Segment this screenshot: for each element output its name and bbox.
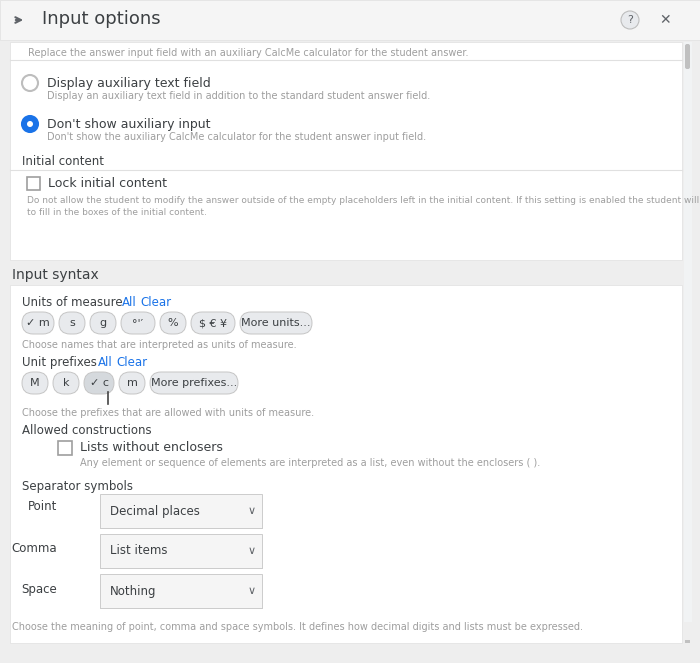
Text: Lock initial content: Lock initial content [48,177,167,190]
Text: °'′: °'′ [132,318,144,328]
Circle shape [22,116,38,132]
Text: All: All [122,296,136,309]
Text: Clear: Clear [140,296,171,309]
Text: Any element or sequence of elements are interpreted as a list, even without the : Any element or sequence of elements are … [80,458,540,468]
Text: Input options: Input options [42,10,160,28]
Bar [10,42,682,260]
Text: Decimal places: Decimal places [110,505,200,518]
Text: M: M [30,378,40,388]
Bar [100,494,262,528]
Circle shape [22,75,38,91]
Text: ?: ? [627,15,633,25]
Text: g: g [99,318,106,328]
Text: More units...: More units... [241,318,311,328]
FancyBboxPatch shape [22,312,54,334]
Circle shape [621,11,639,29]
Bar [27,177,40,190]
Text: Space: Space [21,583,57,595]
Text: m: m [127,378,137,388]
FancyBboxPatch shape [160,312,186,334]
FancyBboxPatch shape [191,312,235,334]
Text: ✕: ✕ [659,13,671,27]
FancyBboxPatch shape [121,312,155,334]
Text: ✓ c: ✓ c [90,378,108,388]
FancyBboxPatch shape [84,372,114,394]
Bar [100,534,262,568]
FancyBboxPatch shape [22,372,48,394]
Text: ∨: ∨ [248,546,256,556]
FancyBboxPatch shape [53,372,79,394]
Text: Choose the meaning of point, comma and space symbols. It defines how decimal dig: Choose the meaning of point, comma and s… [12,622,583,632]
Text: Unit prefixes: Unit prefixes [22,356,97,369]
Text: %: % [168,318,178,328]
Bar [684,42,692,622]
FancyBboxPatch shape [240,312,312,334]
Text: Replace the answer input field with an auxiliary CalcMe calculator for the stude: Replace the answer input field with an a… [28,48,468,58]
Text: Comma: Comma [11,542,57,554]
Text: Point: Point [27,501,57,514]
Text: Lists without enclosers: Lists without enclosers [80,441,223,454]
FancyBboxPatch shape [150,372,238,394]
Text: Initial content: Initial content [22,155,104,168]
Text: $ € ¥: $ € ¥ [199,318,227,328]
Text: Allowed constructions: Allowed constructions [22,424,152,437]
Text: Choose names that are interpreted as units of measure.: Choose names that are interpreted as uni… [22,340,297,350]
Text: Units of measure: Units of measure [22,296,122,309]
Text: ∨: ∨ [248,586,256,596]
Text: ✓ m: ✓ m [26,318,50,328]
Text: to fill in the boxes of the initial content.: to fill in the boxes of the initial cont… [27,208,207,217]
Text: List items: List items [110,544,167,558]
Text: k: k [63,378,69,388]
Text: Clear: Clear [116,356,147,369]
Text: Don't show the auxiliary CalcMe calculator for the student answer input field.: Don't show the auxiliary CalcMe calculat… [47,132,426,142]
Bar [58,441,72,455]
FancyBboxPatch shape [90,312,116,334]
Text: More prefixes...: More prefixes... [151,378,237,388]
Bar [0,0,700,40]
Text: s: s [69,318,75,328]
Text: Do not allow the student to modify the answer outside of the empty placeholders : Do not allow the student to modify the a… [27,196,700,205]
FancyBboxPatch shape [685,44,690,69]
FancyBboxPatch shape [119,372,145,394]
Text: Nothing: Nothing [110,585,157,597]
Text: Input syntax: Input syntax [12,268,99,282]
Text: Don't show auxiliary input: Don't show auxiliary input [47,118,211,131]
Circle shape [27,121,33,127]
FancyBboxPatch shape [59,312,85,334]
Bar [10,285,682,643]
Text: Display auxiliary text field: Display auxiliary text field [47,77,211,90]
Bar [100,574,262,608]
Text: ∨: ∨ [248,506,256,516]
Text: Display an auxiliary text field in addition to the standard student answer field: Display an auxiliary text field in addit… [47,91,430,101]
Text: Choose the prefixes that are allowed with units of measure.: Choose the prefixes that are allowed wit… [22,408,314,418]
Text: Separator symbols: Separator symbols [22,480,133,493]
Bar [685,640,690,643]
Text: All: All [98,356,113,369]
